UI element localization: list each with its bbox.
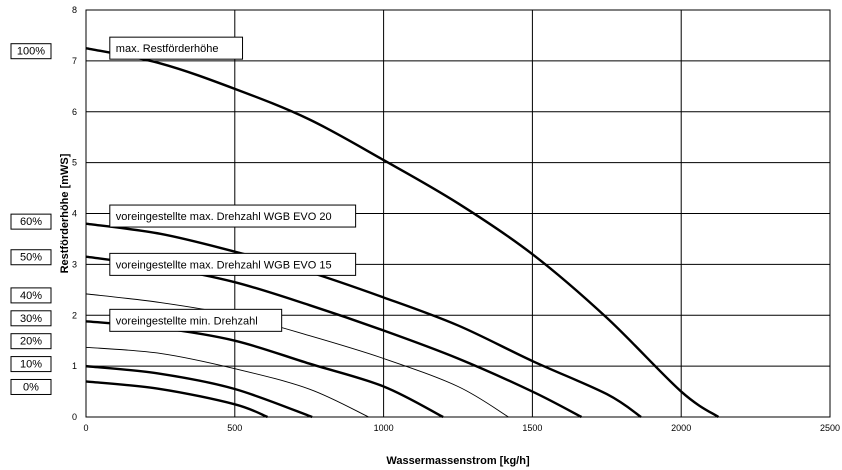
speed-label-box — [10, 249, 52, 266]
series-line — [85, 46, 720, 419]
x-tick-label: 2000 — [671, 423, 691, 433]
annotation: max. Restförderhöhe — [109, 36, 244, 60]
speed-label-text: 40% — [20, 290, 42, 302]
series-line — [85, 293, 509, 418]
series-line — [85, 320, 444, 419]
speed-label-box — [10, 333, 52, 350]
y-tick-label: 6 — [72, 107, 77, 117]
speed-label-text: 30% — [20, 313, 42, 325]
speed-label-text: 0% — [23, 381, 39, 393]
speed-label: 10% — [10, 356, 52, 373]
series-line — [85, 346, 369, 418]
x-tick-label: 2500 — [820, 423, 840, 433]
annotation-box — [109, 308, 283, 332]
plot-area-frame — [85, 9, 831, 418]
y-tick-label: 0 — [72, 412, 77, 422]
y-tick-label: 1 — [72, 361, 77, 371]
series-line — [85, 380, 268, 419]
curve-annotations: max. Restförderhöhe voreingestellte max. … — [109, 36, 357, 332]
x-tick-label: 1500 — [522, 423, 542, 433]
speed-label-text: 50% — [20, 252, 42, 264]
annotation-box — [109, 252, 357, 276]
speed-label-box — [10, 213, 52, 230]
speed-label-box — [10, 287, 52, 304]
speed-label: 0% — [10, 378, 52, 395]
annotation-text: voreingestellte max. Drehzahl WGB EVO 20 — [116, 211, 332, 223]
speed-label: 20% — [10, 333, 52, 350]
x-axis-title: Wassermassenstrom [kg/h] — [386, 455, 530, 467]
speed-label: 50% — [10, 249, 52, 266]
annotation-text: max. Restförderhöhe — [116, 43, 219, 55]
speed-label: 40% — [10, 287, 52, 304]
speed-label-text: 20% — [20, 336, 42, 348]
speed-label-text: 100% — [17, 46, 45, 58]
pump-curves — [85, 46, 720, 419]
y-tick-label: 7 — [72, 56, 77, 66]
y-axis-title: Restförderhöhe [mWS] — [59, 153, 71, 273]
annotation-box — [109, 204, 357, 228]
annotation-text: voreingestellte min. Drehzahl — [116, 315, 258, 327]
annotation: voreingestellte min. Drehzahl — [109, 308, 283, 332]
speed-label-box — [10, 43, 52, 60]
annotation-text: voreingestellte max. Drehzahl WGB EVO 15 — [116, 259, 332, 271]
speed-label-box — [10, 356, 52, 373]
y-tick-label: 8 — [72, 5, 77, 15]
series-line — [85, 222, 642, 418]
x-tick-label: 0 — [83, 423, 88, 433]
x-axis-ticks: 0 500 1000 1500 2000 2500 — [83, 423, 840, 433]
y-tick-label: 2 — [72, 310, 77, 320]
speed-label: 60% — [10, 213, 52, 230]
speed-label-box — [10, 378, 52, 395]
annotation: voreingestellte max. Drehzahl WGB EVO 20 — [109, 204, 357, 228]
y-tick-label: 3 — [72, 259, 77, 269]
speed-label-text: 60% — [20, 216, 42, 228]
speed-label-box — [10, 310, 52, 327]
y-tick-label: 5 — [72, 158, 77, 168]
x-tick-label: 500 — [227, 423, 242, 433]
x-tick-label: 1000 — [374, 423, 394, 433]
speed-label: 100% — [10, 43, 52, 60]
speed-label: 30% — [10, 310, 52, 327]
speed-percentage-labels: 100% 60% 50% 40% 30% 20% 10% 0% — [10, 43, 52, 395]
y-tick-label: 4 — [72, 209, 77, 219]
series-line — [85, 364, 313, 419]
speed-label-text: 10% — [20, 359, 42, 371]
annotation: voreingestellte max. Drehzahl WGB EVO 15 — [109, 252, 357, 276]
y-axis-ticks: 0 1 2 3 4 5 6 7 8 — [72, 5, 77, 422]
annotation-box — [109, 36, 244, 60]
